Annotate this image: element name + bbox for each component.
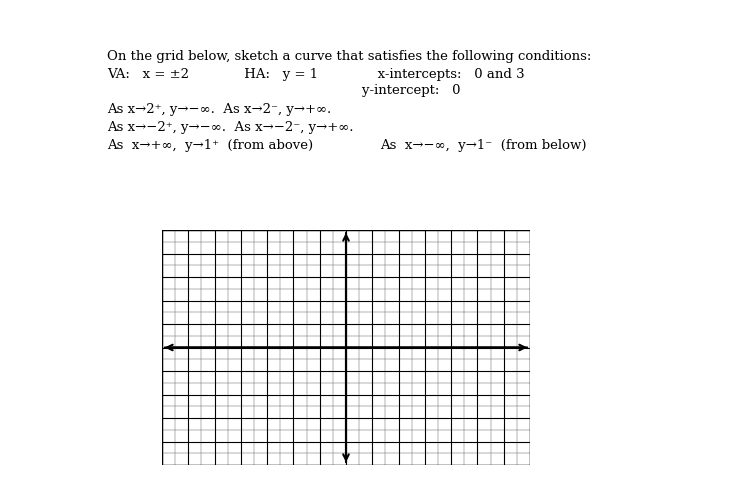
Text: As  x→+∞,  y→1⁺  (from above): As x→+∞, y→1⁺ (from above) xyxy=(107,139,313,152)
Text: As x→2⁺, y→−∞.  As x→2⁻, y→+∞.: As x→2⁺, y→−∞. As x→2⁻, y→+∞. xyxy=(107,103,331,116)
Text: On the grid below, sketch a curve that satisfies the following conditions:: On the grid below, sketch a curve that s… xyxy=(107,50,592,63)
Text: As  x→−∞,  y→1⁻  (from below): As x→−∞, y→1⁻ (from below) xyxy=(380,139,586,152)
Text: As x→−2⁺, y→−∞.  As x→−2⁻, y→+∞.: As x→−2⁺, y→−∞. As x→−2⁻, y→+∞. xyxy=(107,121,354,134)
Text: VA:   x = ±2             HA:   y = 1              x-intercepts:   0 and 3: VA: x = ±2 HA: y = 1 x-intercepts: 0 and… xyxy=(107,68,524,81)
Text: y-intercept:   0: y-intercept: 0 xyxy=(107,84,461,97)
